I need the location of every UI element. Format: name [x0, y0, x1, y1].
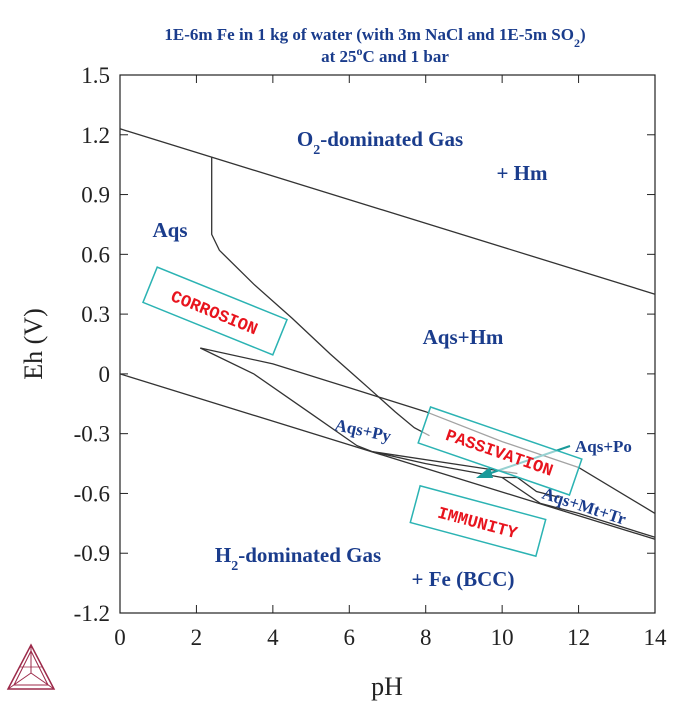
region-hm: + Hm — [496, 161, 548, 185]
annotation-aqs-po: Aqs+Po — [575, 437, 632, 456]
phase-boundaries — [119, 128, 656, 540]
y-tick-label: 0.3 — [81, 302, 110, 327]
region-h2-gas: H2-dominated Gas — [215, 543, 381, 574]
axis-tick-labels: 1.51.20.90.60.30-0.3-0.6-0.9-1.20 2 4 6 8 10 1… — [74, 63, 667, 650]
annotation-aqs-py: Aqs+Py — [333, 415, 393, 446]
y-tick-label: -0.3 — [74, 422, 110, 447]
y-tick-label: -0.9 — [74, 541, 110, 566]
thermo-calc-logo-icon — [6, 643, 56, 690]
y-tick-label: 0.9 — [81, 183, 110, 208]
x-tick-label: 8 — [420, 625, 432, 650]
y-tick-label: 1.2 — [81, 123, 110, 148]
boundary-line-4 — [200, 347, 518, 475]
region-aqs-hm: Aqs+Hm — [423, 325, 504, 349]
y-tick-label: -0.6 — [74, 481, 110, 506]
boundary-line-5 — [372, 450, 560, 499]
x-tick-label: 4 — [267, 625, 279, 650]
axis-ticks — [119, 74, 656, 614]
x-tick-label: 2 — [191, 625, 203, 650]
region-aqs: Aqs — [152, 218, 187, 242]
plot-frame — [119, 74, 656, 614]
x-tick-label: 12 — [567, 625, 590, 650]
boundary-line-0 — [119, 128, 656, 295]
y-tick-label: 0.6 — [81, 242, 110, 267]
passivation-tag: PASSIVATION — [417, 406, 583, 496]
boundary-line-1 — [119, 373, 656, 540]
region-fe-bcc: + Fe (BCC) — [412, 567, 515, 591]
boundary-line-2 — [211, 156, 430, 437]
y-tick-label: -1.2 — [74, 601, 110, 626]
y-tick-label: 0 — [99, 362, 111, 387]
y-tick-label: 1.5 — [81, 63, 110, 88]
x-tick-label: 10 — [491, 625, 514, 650]
x-axis-label: pH — [371, 672, 403, 701]
boundary-line-6 — [501, 476, 656, 538]
region-o2-gas: O2-dominated Gas — [297, 127, 463, 158]
x-tick-label: 6 — [344, 625, 356, 650]
immunity-tag: IMMUNITY — [409, 484, 547, 558]
x-tick-label: 0 — [114, 625, 126, 650]
chart-title-line1: 1E-6m Fe in 1 kg of water (with 3m NaCl … — [164, 25, 585, 50]
y-axis-label: Eh (V) — [19, 308, 48, 379]
corrosion-tag: CORROSION — [142, 266, 288, 356]
chart-title-line2: at 25oC and 1 bar — [321, 44, 449, 66]
x-tick-label: 14 — [644, 625, 668, 650]
